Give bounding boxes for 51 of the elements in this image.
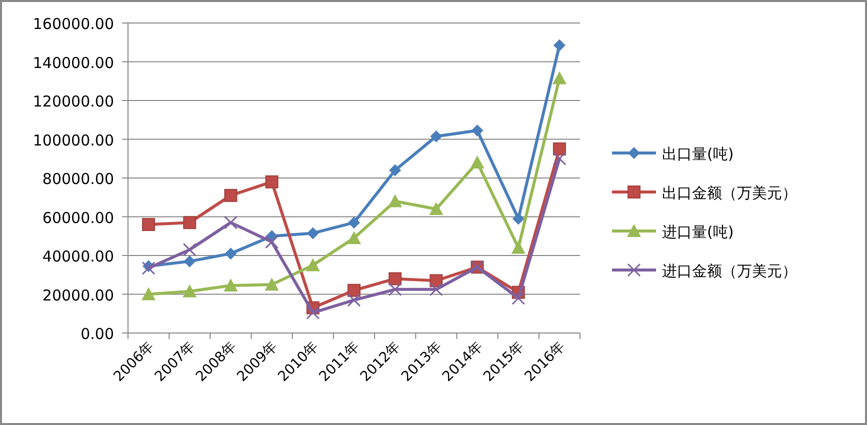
- point: [142, 218, 156, 231]
- point: [306, 227, 319, 240]
- point: [184, 255, 196, 268]
- point: [264, 278, 279, 291]
- point: [224, 216, 238, 230]
- legend-label: 进口量(吨): [662, 223, 734, 241]
- point: [306, 258, 320, 272]
- point: [471, 124, 484, 137]
- point: [552, 71, 566, 84]
- point: [470, 156, 484, 168]
- point: [224, 188, 238, 202]
- y-tick-label: 100000.00: [32, 131, 114, 150]
- y-tick-label: 60000.00: [42, 208, 114, 227]
- y-tick-label: 0.00: [80, 325, 114, 343]
- point: [347, 231, 361, 244]
- point: [224, 248, 237, 260]
- y-tick-label: 80000.00: [42, 170, 114, 188]
- point: [429, 202, 444, 215]
- point: [142, 287, 156, 300]
- point: [306, 306, 320, 320]
- point: [430, 130, 442, 142]
- legend-label: 出口量(吨): [662, 145, 734, 163]
- point: [429, 282, 443, 296]
- point: [265, 175, 278, 188]
- point: [388, 272, 402, 286]
- point: [224, 278, 238, 292]
- point: [389, 164, 402, 176]
- point: [348, 284, 360, 297]
- point: [552, 142, 566, 156]
- y-tick-label: 140000.00: [32, 54, 114, 72]
- point: [182, 284, 197, 298]
- legend-label: 进口金额（万美元）: [662, 262, 797, 280]
- point: [182, 242, 196, 256]
- point: [347, 293, 361, 307]
- legend-label: 出口金额（万美元）: [662, 184, 797, 202]
- y-tick-label: 40000.00: [42, 248, 114, 266]
- point: [142, 261, 156, 275]
- point: [183, 216, 196, 230]
- point: [512, 291, 526, 305]
- point: [388, 194, 402, 208]
- point: [553, 39, 566, 52]
- point: [388, 282, 402, 296]
- point: [511, 240, 526, 254]
- y-tick-label: 160000.00: [32, 15, 114, 33]
- point: [512, 212, 524, 225]
- point: [348, 216, 360, 229]
- point: [552, 152, 566, 166]
- y-tick-label: 20000.00: [42, 286, 114, 304]
- point: [430, 274, 443, 288]
- point: [265, 235, 279, 249]
- y-tick-label: 120000.00: [32, 92, 114, 110]
